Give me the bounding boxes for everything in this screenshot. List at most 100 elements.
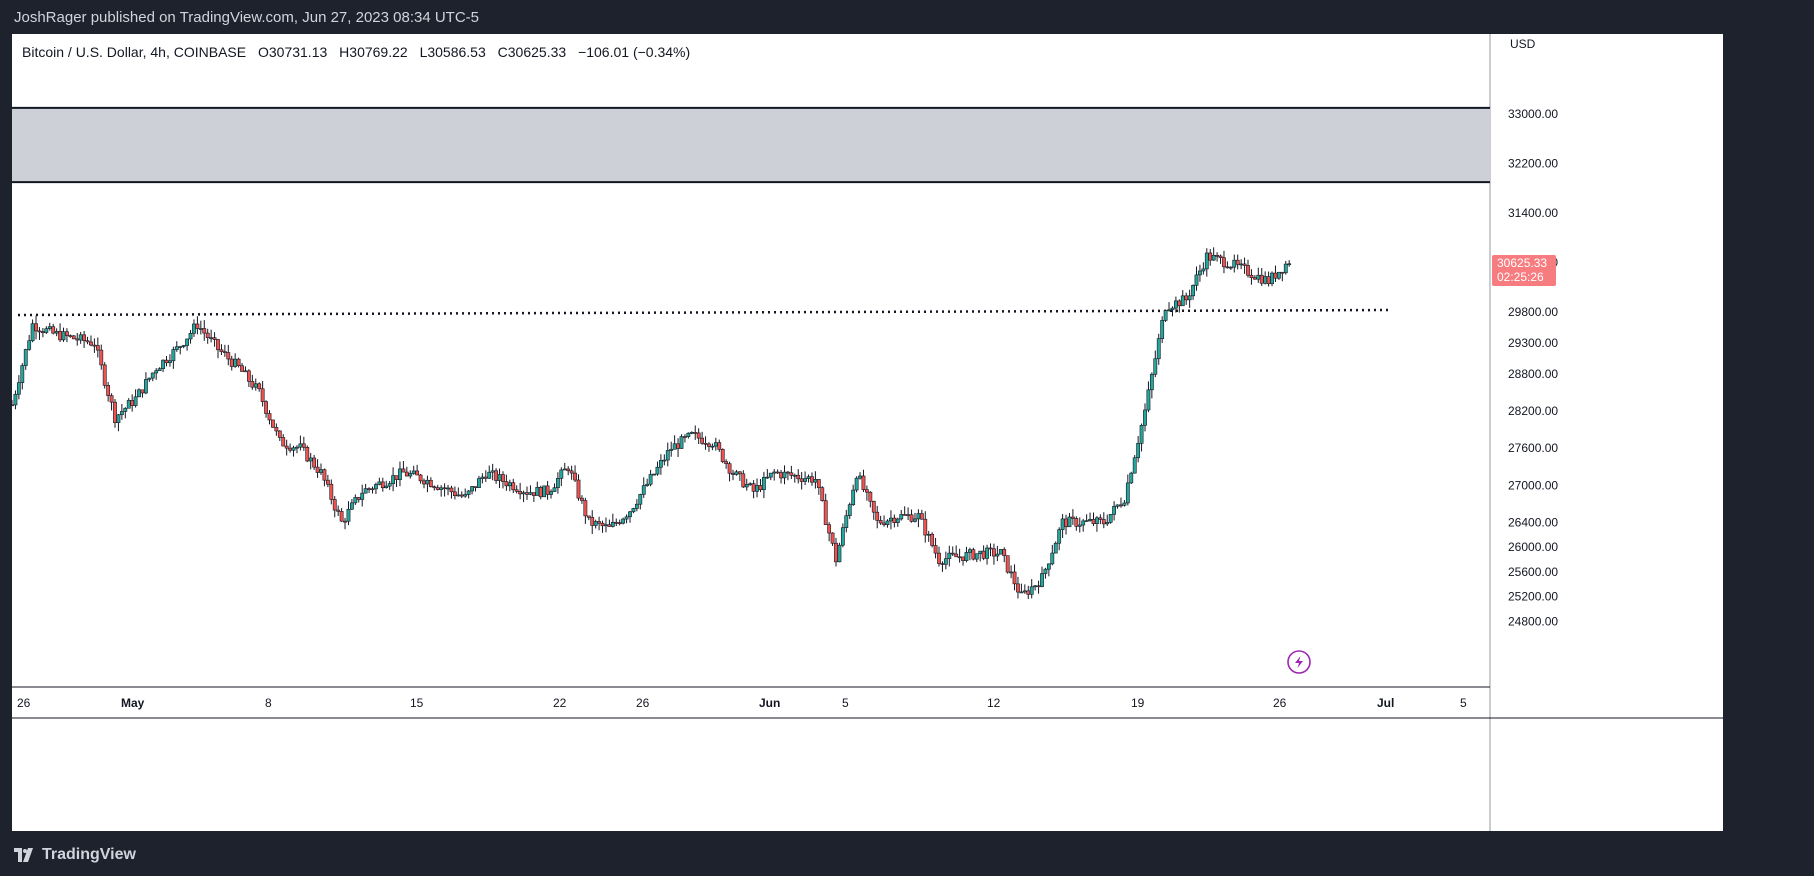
candle-body — [662, 459, 667, 462]
candle-body — [1225, 266, 1230, 269]
candle-body — [329, 483, 334, 500]
candle-body — [679, 436, 684, 449]
candle-body — [724, 461, 729, 464]
candle-body — [1146, 389, 1151, 411]
candle-body — [1277, 271, 1281, 279]
candle-body — [30, 323, 35, 342]
candle-body — [950, 552, 955, 555]
candle-body — [545, 485, 550, 495]
candle-body — [1194, 274, 1199, 286]
candle-body — [1033, 585, 1038, 588]
candle-body — [92, 344, 97, 347]
candle-body — [466, 490, 471, 495]
ohlc-high: H30769.22 — [339, 44, 408, 60]
candle-body — [1246, 265, 1250, 276]
price-tick-label: 32200.00 — [1508, 157, 1558, 171]
last-price-tag: 30625.33 02:25:26 — [1492, 255, 1556, 286]
candle-body — [147, 377, 152, 380]
candle-body — [40, 331, 45, 333]
candle-body — [621, 518, 626, 524]
candle-body — [332, 499, 337, 511]
candle-body — [1211, 254, 1216, 261]
candle-body — [281, 437, 286, 447]
candle-body — [1218, 255, 1223, 259]
price-tick-label: 26000.00 — [1508, 540, 1558, 554]
chart-frame[interactable]: USD 33000.0032200.0031400.0030600.002980… — [12, 34, 1723, 831]
candle-body — [672, 443, 677, 450]
candle-body — [967, 549, 972, 553]
candle-body — [140, 389, 145, 394]
candle-body — [525, 492, 529, 495]
candle-body — [1016, 583, 1020, 593]
candle-body — [971, 549, 976, 560]
candle-body — [761, 477, 766, 491]
candle-body — [432, 486, 437, 489]
symbol-name[interactable]: Bitcoin / U.S. Dollar, 4h, COINBASE — [22, 44, 247, 60]
candle-body — [346, 508, 351, 522]
candle-body — [411, 470, 416, 474]
candle-body — [1029, 586, 1034, 595]
tradingview-logo[interactable]: TradingView — [14, 846, 136, 864]
candlestick-chart[interactable]: USD 33000.0032200.0031400.0030600.002980… — [12, 34, 1723, 831]
candle-body — [737, 471, 742, 475]
support-level-line[interactable] — [17, 308, 1391, 317]
candle-body — [1167, 309, 1171, 312]
price-tick-label: 29800.00 — [1508, 305, 1558, 319]
candle-body — [954, 553, 959, 558]
time-axis[interactable]: 26 May 8 15 22 26 Jun 5 12 19 26 Jul 5 — [17, 696, 1467, 710]
candle-body — [916, 513, 921, 520]
candle-body — [696, 432, 701, 439]
candle-body — [1101, 519, 1106, 525]
candle-body — [188, 332, 193, 340]
ohlc-change: −106.01 (−0.34%) — [578, 44, 691, 60]
price-tick-label: 25200.00 — [1508, 590, 1558, 604]
candle-body — [628, 511, 632, 518]
candle-body — [168, 360, 172, 364]
zone-fill — [12, 107, 1490, 183]
candle-body — [943, 558, 948, 565]
candle-body — [755, 485, 759, 492]
candle-body — [583, 500, 588, 517]
resistance-zone[interactable] — [12, 106, 1490, 184]
candle-body — [449, 487, 454, 493]
candle-body — [85, 340, 90, 343]
price-axis[interactable]: USD 33000.0032200.0031400.0030600.002980… — [1508, 37, 1558, 628]
candle-body — [1091, 519, 1096, 524]
candle-body — [497, 474, 502, 481]
candle-body — [1259, 274, 1264, 284]
candle-body — [1242, 263, 1247, 266]
candle-body — [586, 515, 591, 518]
candle-body — [998, 549, 1003, 555]
candle-body — [404, 471, 409, 477]
candle-body — [219, 349, 224, 352]
candle-body — [1053, 542, 1058, 554]
candle-body — [940, 563, 945, 565]
candle-body — [964, 552, 969, 561]
candle-body — [106, 385, 111, 396]
candle-body — [899, 514, 904, 520]
price-tick-label: 31400.00 — [1508, 206, 1558, 220]
candle-body — [209, 337, 214, 339]
candle-body — [576, 479, 581, 499]
publish-info: JoshRager published on TradingView.com, … — [14, 9, 480, 26]
ohlc-close: C30625.33 — [497, 44, 567, 60]
lightning-icon[interactable] — [1287, 650, 1311, 674]
candle-body — [288, 447, 293, 451]
candle-body — [1239, 263, 1244, 266]
candle-body — [1046, 563, 1051, 570]
candle-body — [387, 483, 392, 487]
candle-body — [222, 351, 227, 353]
candle-body — [236, 358, 241, 367]
candle-body — [257, 383, 262, 390]
candle-body — [277, 430, 282, 438]
candle-body — [459, 494, 464, 497]
price-tick-label: 26400.00 — [1508, 515, 1558, 529]
candle-body — [1174, 300, 1178, 309]
time-tick-label: 26 — [1273, 696, 1287, 710]
candle-body — [1184, 295, 1189, 301]
candle-body — [504, 481, 509, 487]
candle-body — [349, 502, 354, 510]
candle-body — [470, 486, 474, 492]
candle-body — [54, 331, 59, 334]
candle-body — [308, 457, 313, 462]
